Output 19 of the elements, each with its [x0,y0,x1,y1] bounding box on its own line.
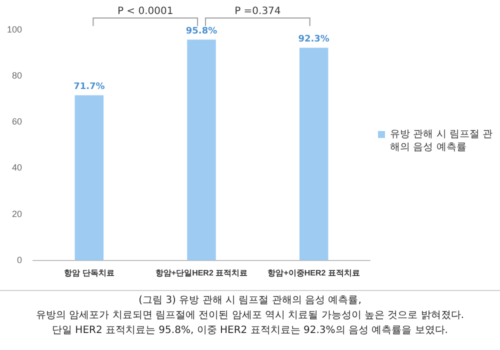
y-tick-label: 80 [12,70,22,81]
y-tick-label: 20 [12,208,22,219]
y-tick-label: 100 [6,24,22,34]
text: P < 0.0001 [117,6,174,17]
y-tick-label: 40 [12,162,22,173]
text: (그림 3) 유방 관해 시 림프절 관해의 음성 예측률, 유방의 암세포가 치료되면 림프절에 전이된 암세포 역시 치료될 가능성이 높은 것으로 밝혀졌다. 단일 HER2 표적치료는 95.8%, 이중 HER2 표적치료는 92.3%의 음성 예측률을 보였다. [0,290,500,338]
y-tick-label: 60 [12,116,22,127]
y-tick-label: 0 [17,254,22,265]
data-label: 71.7% [74,82,105,92]
x-tick-label: 항암 단독치료 [64,268,114,278]
legend-label: 유방 관해 시 림프절 관해의 음성 예측률 [390,128,494,154]
bar [187,40,216,260]
x-tick-label: 항암+단일HER2 표적치료 [155,268,248,278]
x-tick-label: 항암+이중HER2 표적치료 [268,268,360,278]
bar [74,95,104,260]
bar [299,48,328,260]
data-label: 95.8% [186,26,218,37]
data-label: 92.3% [298,34,330,45]
text: P =0.374 [234,6,281,17]
